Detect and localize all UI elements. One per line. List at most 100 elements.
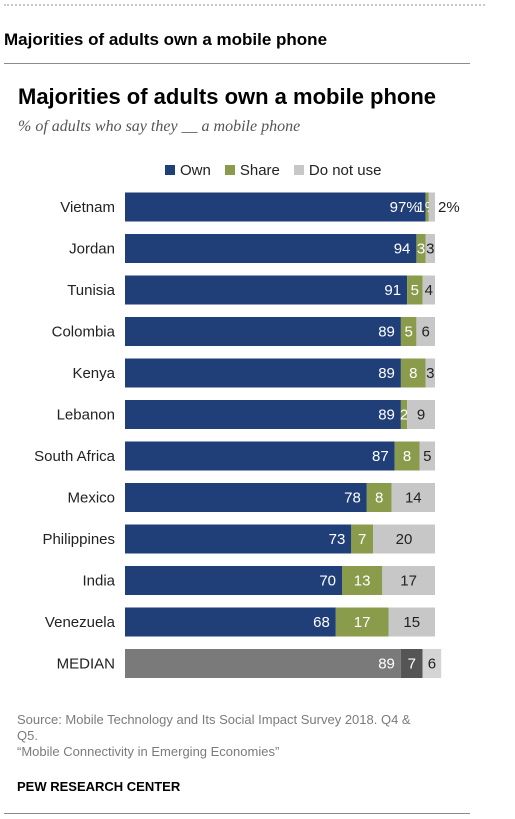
bar-share-lebanon [400,400,408,429]
legend-label-share: Share [239,161,280,179]
bar-share-jordan [416,234,426,263]
category-label-jordan: Jordan [69,241,115,258]
data-label-share-venezuela: 17 [354,614,371,631]
source-line: Q5. [17,728,38,743]
bar-own-jordan [125,234,417,263]
data-label-own-jordan: 94 [394,241,411,258]
bar-own-philippines [125,524,352,554]
bar-share-mexico [366,483,392,512]
category-label-median: MEDIAN [57,656,115,673]
bar-do-not-use-south-africa [419,441,435,471]
legend-swatch-share [224,165,235,175]
data-label-do-not-use-mexico: 14 [405,490,422,507]
data-label-do-not-use-venezuela: 15 [403,614,420,631]
top-dotted-divider [4,4,485,6]
data-label-own-lebanon: 89 [378,407,395,424]
page-heading: Majorities of adults own a mobile phone [4,30,328,49]
source-line: “Mobile Connectivity in Emerging Economi… [17,744,280,759]
data-label-do-not-use-south-africa: 5 [423,448,431,465]
data-label-own-tunisia: 91 [384,282,401,299]
category-label-venezuela: Venezuela [45,614,116,631]
data-label-share-tunisia: 5 [411,282,419,299]
data-label-do-not-use-colombia: 6 [422,324,430,341]
category-label-mexico: Mexico [67,490,115,507]
bar-share-venezuela [335,607,389,637]
data-label-do-not-use-vietnam: 2% [438,199,460,216]
bar-do-not-use-lebanon [407,400,435,429]
bar-share-kenya [400,358,426,388]
bar-own-south-africa [125,441,395,471]
source-line: Source: Mobile Technology and Its Social… [17,712,411,727]
bar-own-kenya [125,358,401,388]
data-label-do-not-use-lebanon: 9 [417,407,425,424]
data-label-own-median: 89 [378,656,395,673]
data-label-share-mexico: 8 [375,490,383,507]
bar-own-tunisia [125,275,408,305]
category-label-kenya: Kenya [72,365,115,382]
legend-item-do-not-use: Do not use [293,161,382,179]
data-label-share-median: 7 [408,656,416,673]
legend-item-own: Own [165,162,211,179]
data-label-own-vietnam: 97% [390,199,420,216]
bar-do-not-use-kenya [425,358,435,388]
category-label-tunisia: Tunisia [67,282,115,299]
data-label-share-colombia: 5 [404,324,412,341]
legend-swatch-own [165,165,175,175]
bar-do-not-use-colombia [416,317,435,346]
bar-share-colombia [400,317,417,346]
data-label-do-not-use-india: 17 [400,573,417,590]
bar-own-median [125,649,401,678]
data-label-own-colombia: 89 [378,324,395,341]
source-note: Source: Mobile Technology and Its Social… [17,712,457,760]
bar-own-colombia [125,317,401,346]
data-label-own-mexico: 78 [344,490,361,507]
data-label-own-india: 70 [319,573,336,590]
bar-own-venezuela [125,607,336,637]
bar-do-not-use-india [382,566,435,595]
data-label-own-venezuela: 68 [313,614,330,631]
category-label-india: India [82,573,115,590]
category-label-south-africa: South Africa [34,448,116,465]
bar-do-not-use-philippines [373,524,435,554]
bar-own-vietnam [125,192,426,222]
bar-share-south-africa [394,441,420,471]
data-label-own-philippines: 73 [329,531,346,548]
organization-name: PEW RESEARCH CENTER [17,779,181,794]
bar-share-median [400,649,423,678]
legend-swatch-do-not-use [293,165,304,175]
bar-share-tunisia [407,275,423,305]
chart-title: Majorities of adults own a mobile phone [18,84,437,109]
bar-do-not-use-venezuela [388,607,435,637]
bar-do-not-use-jordan [425,234,435,263]
category-label-colombia: Colombia [52,324,116,341]
data-label-share-south-africa: 8 [403,448,411,465]
data-label-own-kenya: 89 [378,365,395,382]
data-label-do-not-use-median: 6 [428,656,436,673]
bar-share-philippines [351,524,373,554]
legend-label-do-not-use: Do not use [308,161,382,179]
data-label-do-not-use-kenya: 3 [426,365,434,382]
bar-share-vietnam [425,192,429,222]
data-label-do-not-use-tunisia: 4 [425,282,433,299]
legend-label-own: Own [180,161,211,179]
bar-do-not-use-tunisia [422,275,435,305]
bar-own-india [125,566,342,595]
data-label-share-jordan: 3 [417,241,425,258]
category-label-philippines: Philippines [42,531,115,548]
data-label-share-philippines: 7 [358,531,366,548]
bar-own-mexico [125,483,367,512]
chart-subtitle: % of adults who say they __ a mobile pho… [18,118,301,135]
data-label-share-lebanon: 2 [400,407,408,424]
bar-do-not-use-median [422,649,442,678]
bar-share-india [342,566,383,595]
data-label-do-not-use-philippines: 20 [396,531,413,548]
data-label-own-south-africa: 87 [372,448,389,465]
data-label-share-india: 13 [354,573,371,590]
bottom-rule [4,813,470,814]
top-rule [4,63,470,64]
category-label-lebanon: Lebanon [57,407,115,424]
data-label-share-kenya: 8 [409,365,417,382]
bar-own-lebanon [125,400,401,429]
legend-item-share: Share [224,161,280,179]
